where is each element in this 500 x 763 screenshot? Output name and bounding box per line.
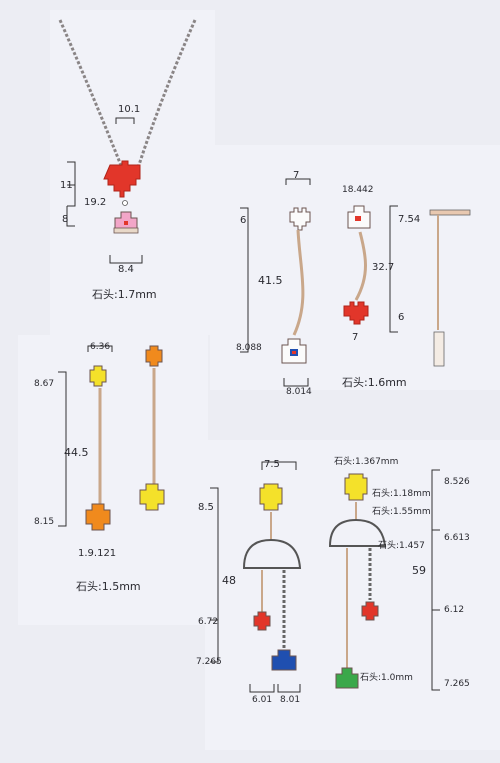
dim-label: 8.15	[34, 517, 54, 527]
red-stone	[361, 601, 379, 621]
wire	[354, 231, 367, 301]
dim-label: 48	[222, 574, 236, 587]
chain-right	[136, 19, 197, 169]
dim-label: 19.2	[84, 197, 106, 208]
dim-label: 6.36	[90, 342, 110, 352]
heart-stud	[289, 207, 311, 231]
post-profile	[429, 209, 471, 216]
green-house	[335, 667, 359, 689]
yellow-stud	[259, 483, 283, 511]
red-stone	[253, 611, 271, 631]
blue-house	[271, 649, 297, 671]
panel-stick-drop	[18, 335, 208, 625]
jump-ring	[122, 200, 128, 206]
yellow-stone-top	[89, 365, 107, 387]
dim-label: 8.01	[280, 695, 300, 705]
dim-label: 7.265	[196, 657, 222, 667]
arch-bar	[242, 538, 302, 569]
dim-label: 6	[240, 215, 246, 226]
stick-drop-drawing: 6.36 8.67 44.5 8.15 1.9.121 石头:1.5mm	[34, 342, 165, 593]
necklace-drawing: 10.1 11 19.2 8 8.4 石头:1.7mm	[58, 19, 197, 301]
dim-label: 8.67	[34, 379, 54, 389]
stone-note: 石头:1.5mm	[76, 580, 141, 593]
stone-note: 石头:1.18mm	[372, 488, 431, 499]
dim-label: 59	[412, 564, 426, 577]
dim-label: 7	[293, 170, 299, 181]
stone-note: 石头:1.457	[378, 540, 425, 551]
orange-stone-top	[145, 345, 163, 367]
arch-set-drawing: 7.5 8.5 48 6.72 7.265 6.01 8.01 石头:1.367…	[196, 456, 470, 705]
dim-label: 11	[60, 180, 73, 191]
dim-label: 10.1	[118, 104, 140, 115]
dim-label: 7.5	[264, 459, 280, 470]
stone-note: 石头:1.367mm	[334, 456, 398, 467]
stone-note: 石头:1.7mm	[92, 288, 157, 301]
dim-label: 6.613	[444, 533, 470, 543]
dim-label: 44.5	[64, 446, 89, 459]
stone-note: 石头:1.6mm	[342, 376, 407, 389]
orange-stone-bottom	[85, 503, 111, 531]
dim-label: 41.5	[258, 274, 283, 287]
dim-label: 8.088	[236, 343, 262, 353]
yellow-stone-bottom	[139, 483, 165, 511]
dim-label: 32.7	[372, 262, 394, 273]
dim-label: 8	[62, 214, 68, 225]
dim-label: 6.72	[198, 617, 218, 627]
stud-drop-drawing: 7 18.442 6 41.5 32.7 7.54 8.088 6 7 8.01…	[236, 170, 471, 397]
dim-label: 8.4	[118, 264, 134, 275]
dim-label: 7.265	[444, 679, 470, 689]
dim-label: 6.12	[444, 605, 464, 615]
wire	[292, 229, 305, 336]
dim-label: 8.014	[286, 387, 312, 397]
dim-label: 6	[398, 312, 404, 323]
stone-note: 石头:1.55mm	[372, 506, 431, 517]
dim-label: 7.54	[398, 214, 420, 225]
stone-note: 石头:1.0mm	[360, 672, 413, 683]
panel-stud-drop	[210, 145, 500, 390]
dim-label: 6.01	[252, 695, 272, 705]
heart-charm	[343, 301, 369, 325]
dim-label: 18.442	[342, 185, 374, 195]
yellow-stud	[344, 473, 368, 501]
dim-label: 8.5	[198, 502, 214, 513]
arch-bar	[328, 518, 387, 547]
dim-label: 1.9.121	[78, 548, 116, 559]
dim-label: 7	[352, 332, 358, 343]
heart-pendant	[103, 160, 141, 198]
dim-label: 8.526	[444, 477, 470, 487]
